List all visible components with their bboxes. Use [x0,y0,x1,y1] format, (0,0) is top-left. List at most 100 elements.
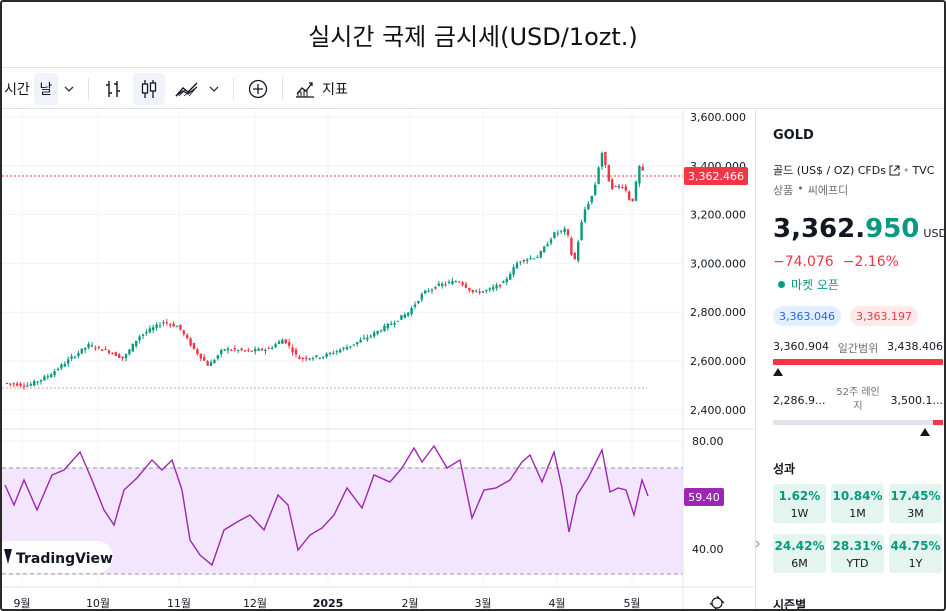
market-status: 마켓 오픈 [791,278,839,292]
candle-body [267,348,270,350]
indicators-icon[interactable] [291,73,319,105]
candle-body [158,325,162,327]
candle-body [352,344,355,346]
candle-body [121,356,124,359]
candle-body [308,358,311,360]
candle-body [342,347,345,349]
week52-range-bar [773,420,943,425]
interval-button[interactable]: 날 [34,72,58,105]
candle-body [274,344,277,348]
candle-body [203,357,206,361]
candle-body [512,267,515,275]
candle-body [107,350,111,353]
candle-body [549,239,553,244]
candle-body [294,349,298,355]
time-tick-label: 4월 [548,597,565,610]
candle-body [577,241,580,261]
candle-body [237,349,240,351]
toolbar-divider [233,77,234,100]
area-chart-type-icon[interactable] [171,73,203,105]
candle-body [90,345,94,347]
candle-chart-type-icon[interactable] [133,72,165,105]
watermark-text: TradingView [16,551,113,567]
candle-body [325,353,328,357]
tradingview-watermark[interactable]: TradingView [2,541,113,573]
candle-body [277,341,281,344]
candle-body [311,357,315,360]
candle-body [441,283,444,286]
candle-body [169,324,172,326]
candle-body [301,358,304,360]
candle-body [495,285,498,289]
candle-body [162,322,165,324]
performance-3m[interactable]: 17.45% 3M [889,484,942,523]
candle-body [104,349,107,351]
bid-price: 3,363.046 [773,306,841,326]
compare-plus-icon[interactable] [242,73,274,105]
candle-body [587,203,590,210]
symbol-name[interactable]: GOLD [773,128,814,143]
candle-body [209,362,213,367]
candle-body [600,153,604,167]
candle-body [447,281,451,283]
seasonal-section-title[interactable]: 시즌별 [773,598,807,611]
candle-body [410,308,413,315]
candle-body [526,259,529,261]
chart-area[interactable]: 3,600.000 3,400.000 3,200.000 3,000.000 2,80… [2,110,754,611]
candle-body [26,385,29,387]
ask-price: 3,363.197 [850,306,918,326]
performance-6m[interactable]: 24.42% 6M [773,534,826,573]
symbol-source[interactable]: TVC [912,163,935,177]
candle-body [335,351,338,353]
rsi-tick-label: 40.00 [692,543,724,556]
symbol-provider[interactable]: 씨에프디 [807,184,849,197]
performance-1w[interactable]: 1.62% 1W [773,484,826,523]
change-row: −74.076 −2.16% [773,254,899,270]
performance-ytd[interactable]: 28.31% YTD [831,534,884,573]
candle-body [420,294,423,300]
candle-body [611,179,614,190]
candle-body [339,349,342,353]
candle-body [46,376,49,378]
candle-body [607,164,610,182]
candle-body [502,281,505,284]
change-pct: −2.16% [842,254,899,270]
candle-body [288,342,291,346]
candle-body [454,281,457,283]
external-link-icon[interactable] [889,165,900,176]
bar-chart-type-icon[interactable] [97,73,129,105]
candle-body [488,288,491,290]
rsi-line [4,444,649,567]
sidebar-collapse-chevron-icon[interactable] [752,532,762,556]
interval-chevron-down-icon[interactable] [58,73,80,105]
candle-body [77,352,80,357]
performance-1m[interactable]: 10.84% 1M [831,484,884,523]
candle-body [566,229,570,236]
week52-low: 2,286.9... [773,393,826,407]
price-chart[interactable]: 3,600.0003,400.0003,200.0003,000.0002,80… [2,110,754,611]
candle-body [597,167,600,184]
candle-body [638,166,641,184]
time-tick-label: 11월 [167,597,191,610]
price-tick-label: 2,800.000 [690,306,746,319]
indicators-button[interactable]: 지표 [322,81,348,98]
performance-1y[interactable]: 44.75% 1Y [889,534,942,573]
candle-body [407,312,410,316]
candle-body [50,374,53,378]
candle-body [114,352,117,356]
candle-body [145,332,148,334]
last-price-label: 3,362.466 [688,170,744,183]
candle-body [152,327,155,331]
price-decimal: 950 [865,214,920,244]
toolbar-divider [88,77,89,100]
candle-body [464,284,468,288]
symbol-category[interactable]: 상품 [773,184,794,197]
candle-body [543,246,546,253]
day-range-label: 일간범위 [837,342,879,355]
tradingview-logo-icon [4,549,12,564]
candle-body [458,281,461,283]
candle-body [424,290,427,294]
axis-settings-icon[interactable] [709,595,725,610]
chart-type-chevron-down-icon[interactable] [203,73,225,105]
